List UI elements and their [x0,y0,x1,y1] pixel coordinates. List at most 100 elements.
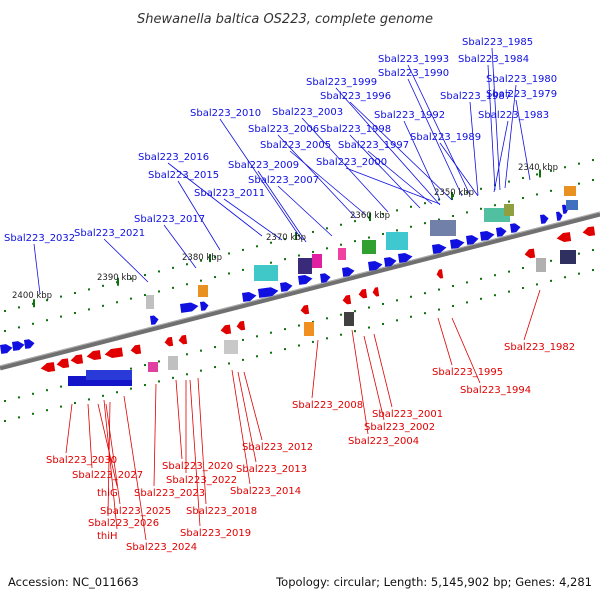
forward-gene-arrow [298,275,313,285]
tick-track-lower [466,301,468,304]
forward-gene-label: Sbal223_1996 [320,91,391,102]
tick-track-upper [480,187,482,190]
tick-track-inner-upper [522,197,524,200]
tick-track-inner-lower [396,299,398,302]
tick-track-inner-upper [18,326,20,329]
forward-gene-label: Sbal223_2000 [316,157,387,168]
tick-track-inner-lower [130,367,132,370]
reverse-leader-line [103,399,118,530]
tick-track-upper [354,220,356,223]
tick-track-inner-lower [186,353,188,356]
feature-box [560,250,576,264]
forward-gene-arrow [320,273,331,283]
forward-gene-arrow [466,235,479,245]
forward-gene-arrow [242,292,257,302]
tick-track-inner-upper [508,200,510,203]
reverse-gene-label: Sbal223_2022 [166,475,237,486]
feature-box [536,258,546,272]
tick-track-lower [494,294,496,297]
forward-gene-arrow [200,301,209,311]
tick-track-upper [4,309,6,312]
reverse-gene-arrow [86,350,102,360]
tick-track-lower [270,351,272,354]
tick-track-lower [452,304,454,307]
tick-track-lower [284,348,286,351]
tick-track-inner-upper [326,247,328,250]
reverse-leader-line [373,333,393,408]
reverse-gene-arrow [358,288,368,299]
reverse-gene-arrow [70,354,84,365]
tick-track-inner-lower [284,328,286,331]
tick-track-lower [564,276,566,279]
tick-track-upper [228,252,230,255]
tick-track-upper [284,238,286,241]
forward-gene-arrow [432,244,447,254]
tick-track-lower [144,384,146,387]
feature-box [224,340,238,354]
reverse-leader-line [189,379,201,527]
reverse-leader-line [107,401,111,517]
forward-gene-label: Sbal223_2006 [248,124,319,135]
forward-gene-arrow [384,257,397,267]
tick-track-inner-lower [242,338,244,341]
tick-track-inner-upper [214,276,216,279]
tick-track-inner-upper [32,322,34,325]
tick-track-lower [186,373,188,376]
tick-track-lower [32,412,34,415]
reverse-gene-arrow [236,320,246,331]
tick-track-inner-lower [550,259,552,262]
tick-track-inner-lower [4,399,6,402]
tick-track-inner-lower [158,360,160,363]
ruler-major-tick [369,213,371,222]
reverse-gene-label: Sbal223_2013 [236,464,307,475]
forward-gene-label: Sbal223_1992 [374,110,445,121]
tick-track-upper [144,274,146,277]
reverse-gene-label: thiH [97,531,118,542]
tick-track-inner-lower [452,284,454,287]
tick-track-upper [256,245,258,248]
reverse-leader-line [523,289,541,341]
reverse-gene-label: Sbal223_2030 [46,455,117,466]
tick-track-lower [424,312,426,315]
tick-track-upper [508,180,510,183]
tick-track-inner-lower [298,324,300,327]
reverse-gene-labels: Sbal223_1982 Sbal223_1994 Sbal223_1995 Sbal… [46,342,575,553]
tick-track-upper [102,284,104,287]
forward-gene-label: Sbal223_2016 [138,152,209,163]
tick-track-lower [312,340,314,343]
tick-track-inner-upper [200,279,202,282]
tick-track-upper [242,248,244,251]
genome-summary-text: Topology: circular; Length: 5,145,902 bp… [275,575,592,589]
forward-gene-label: Sbal223_2011 [194,188,265,199]
tick-track-inner-lower [214,346,216,349]
tick-track-upper [60,295,62,298]
forward-leader-line [367,150,433,205]
tick-track-upper [130,277,132,280]
feature-box [148,362,158,372]
tick-track-inner-lower [424,292,426,295]
forward-gene-label: Sbal223_1979 [486,89,557,100]
forward-leader-line [257,170,307,243]
tick-track-lower [508,290,510,293]
tick-track-lower [340,333,342,336]
forward-gene-label: Sbal223_2017 [134,214,205,225]
tick-track-inner-upper [494,204,496,207]
tick-track-lower [18,416,20,419]
reverse-leader-line [451,317,481,384]
forward-gene-label: Sbal223_1990 [378,68,449,79]
feature-box [146,295,154,309]
tick-track-upper [186,263,188,266]
forward-gene-arrow [12,341,25,351]
forward-gene-label: Sbal223_2003 [272,107,343,118]
reverse-gene-label: Sbal223_2027 [72,470,143,481]
tick-track-lower [74,402,76,405]
backbone [0,211,600,371]
forward-leader-line [407,78,463,197]
reverse-gene-arrow [436,269,444,279]
forward-gene-arrow [540,214,549,224]
reverse-leader-line [311,339,319,399]
forward-leader-line [177,180,221,251]
tick-track-inner-upper [102,304,104,307]
tick-track-lower [158,380,160,383]
feature-box [430,220,456,236]
